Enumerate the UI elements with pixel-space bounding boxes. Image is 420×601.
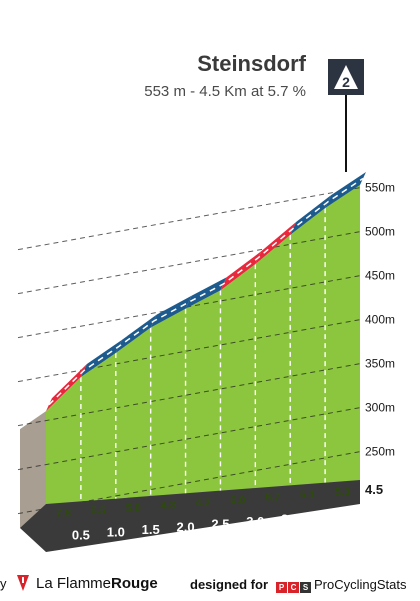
altitude-tick-label: 450m xyxy=(365,269,395,283)
altitude-tick-label: 300m xyxy=(365,401,395,415)
mountain-category-icon: 2 xyxy=(328,59,364,95)
gradient-label: 7.8 xyxy=(56,508,71,520)
altitude-gridline xyxy=(17,407,361,471)
category-badge-label: 2 xyxy=(342,74,350,90)
km-tick-label: 4.0 xyxy=(316,509,334,524)
altitude-tick-label: 500m xyxy=(365,225,395,239)
climb-profile-chart: Steinsdorf 553 m - 4.5 Km at 5.7 % 2 250… xyxy=(17,51,395,552)
altitude-gridline xyxy=(17,319,361,383)
brand-light: La Flamme xyxy=(36,575,112,592)
pcs-letter: S xyxy=(300,582,311,593)
chart-title: Steinsdorf xyxy=(197,51,306,76)
pcs-letter: C xyxy=(288,582,299,593)
altitude-gridline xyxy=(17,187,361,251)
designed-for-label: designed for xyxy=(190,577,269,592)
profile-base-strip xyxy=(20,480,360,552)
altitude-tick-label: 250m xyxy=(365,445,395,459)
altitude-gridline xyxy=(17,231,361,295)
altitude-gridline xyxy=(17,363,361,427)
pcs-letter: P xyxy=(276,582,287,593)
km-tick-label: 2.5 xyxy=(211,517,229,532)
flamme-rouge-logo-icon xyxy=(17,575,29,591)
chart-subtitle: 553 m - 4.5 Km at 5.7 % xyxy=(144,83,306,100)
gradient-segment xyxy=(185,277,227,309)
brand-bold: Rouge xyxy=(111,575,158,592)
flamme-rouge-brand: La FlammeRouge xyxy=(36,575,158,592)
pcs-site-name: ProCyclingStats xyxy=(314,577,407,592)
gradient-label: 6.7 xyxy=(265,492,280,504)
gradient-label: 5.8 xyxy=(126,502,141,514)
profile-side-wall xyxy=(20,411,46,528)
gradient-label: 5.3 xyxy=(335,486,350,498)
gradient-label: 6.1 xyxy=(300,489,315,501)
footer-lead-text: y xyxy=(0,576,7,591)
gradient-label: 5.5 xyxy=(91,505,106,517)
gradient-label: 4.3 xyxy=(160,500,175,512)
altitude-tick-label: 550m xyxy=(365,181,395,195)
gradient-label: 4.2 xyxy=(195,497,210,509)
profile-fill xyxy=(46,185,360,504)
altitude-tick-label: 400m xyxy=(365,313,395,327)
km-tick-label: 0.5 xyxy=(72,527,90,542)
km-tick-label: 2.0 xyxy=(177,519,195,534)
km-tick-label: 3.5 xyxy=(281,511,299,526)
km-tick-label: 1.0 xyxy=(107,525,125,540)
gradient-label: 6.0 xyxy=(230,494,245,506)
km-tick-label: 1.5 xyxy=(142,522,160,537)
km-tick-label: 3.0 xyxy=(246,514,264,529)
profile-centerline xyxy=(48,177,364,406)
altitude-tick-label: 350m xyxy=(365,357,395,371)
profile-plot: 250m 300m 350m 400m 450m 500m 550m 7.8 5.5 5.8 4.3… xyxy=(17,172,395,552)
end-distance-label: 4.5 xyxy=(365,482,383,497)
